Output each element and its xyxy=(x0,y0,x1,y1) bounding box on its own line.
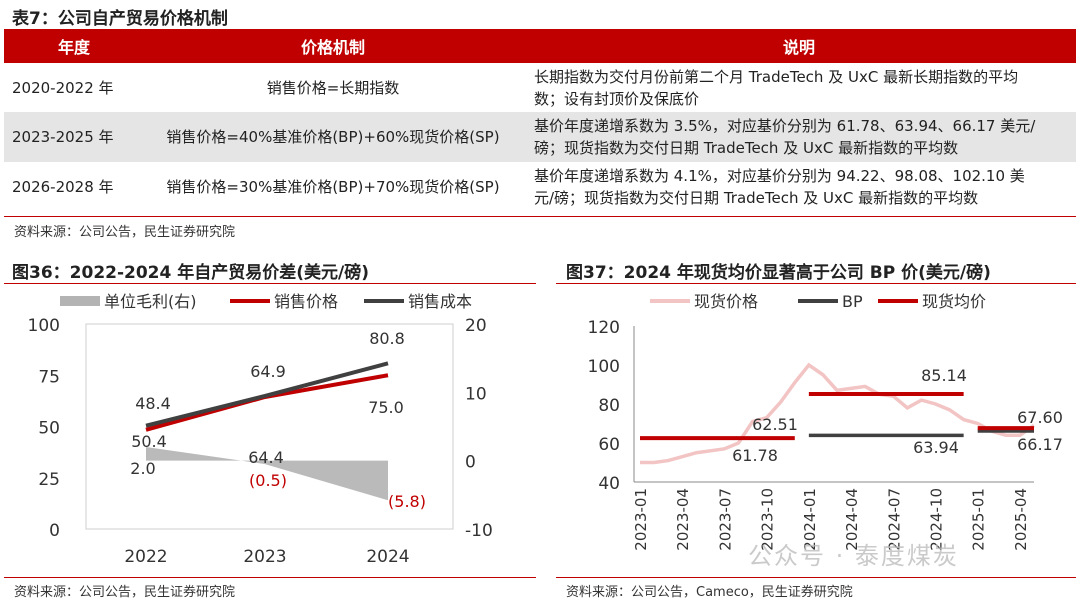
margin-label: (5.8) xyxy=(388,492,426,511)
header-year: 年度 xyxy=(4,29,144,63)
table-title: 表7：公司自产贸易价格机制 xyxy=(12,9,228,29)
fig37-marks: 40 60 80 100 120 2023-01 2023-04 2023-07 2023-10… xyxy=(588,318,1063,551)
header-mechanism: 价格机制 xyxy=(144,29,522,63)
fig37-chart: 现货价格 BP 现货均价 40 60 80 100 120 2023-01 2023-04 2… xyxy=(588,292,1063,551)
x-tick-label: 2024-01 xyxy=(801,488,819,551)
cell-year: 2023-2025 年 xyxy=(4,112,144,162)
fig37-bottom-rule xyxy=(556,577,1076,578)
cell-year: 2020-2022 年 xyxy=(4,63,144,112)
x-tick-label: 2023-01 xyxy=(632,488,650,551)
cost-label: 80.8 xyxy=(369,329,405,348)
price-label: 75.0 xyxy=(368,398,404,417)
spot-price-line xyxy=(640,362,1035,465)
cell-mechanism: 销售价格=40%基准价格(BP)+60%现货价格(SP) xyxy=(144,112,522,162)
fig37-source: 资料来源：公司公告，Cameco，民生证券研究院 xyxy=(566,585,853,600)
cell-mechanism: 销售价格=30%基准价格(BP)+70%现货价格(SP) xyxy=(144,162,522,212)
y-tick-label: 75 xyxy=(38,367,60,387)
x-tick-label: 2023-07 xyxy=(716,488,734,551)
fig36-bottom-rule xyxy=(4,577,536,578)
x-tick-label: 2024-04 xyxy=(843,488,861,551)
cost-label: 50.4 xyxy=(131,432,167,451)
watermark: 公众号 · 泰度煤炭 xyxy=(748,542,959,570)
legend-label-price: 销售价格 xyxy=(274,292,338,311)
cell-mechanism: 销售价格=长期指数 xyxy=(144,63,522,112)
y-tick-label: 0 xyxy=(49,521,60,541)
x-tick-label: 2023-10 xyxy=(759,488,777,551)
fig36-legend: 单位毛利(右) 销售价格 销售成本 xyxy=(60,292,472,311)
y-tick-label: 100 xyxy=(28,316,60,336)
price-mechanism-table: 年度 价格机制 说明 2020-2022 年 销售价格=长期指数 长期指数为交付… xyxy=(4,29,1076,212)
margin-area xyxy=(146,447,388,501)
x-tick-label: 2024-10 xyxy=(928,488,946,551)
x-tick-label: 2025-01 xyxy=(970,488,988,551)
table-bottom-rule xyxy=(4,216,1076,217)
table-row: 2020-2022 年 销售价格=长期指数 长期指数为交付月份前第二个月 Tra… xyxy=(4,63,1076,112)
bp-label: 66.17 xyxy=(1017,435,1063,454)
cell-desc: 基价年度递增系数为 3.5%，对应基价分别为 61.78、63.94、66.17… xyxy=(522,112,1076,162)
y-tick-label: 100 xyxy=(588,357,620,377)
cell-desc-line: 基价年度递增系数为 3.5%，对应基价分别为 61.78、63.94、66.17… xyxy=(534,117,1036,135)
x-tick-label: 2024 xyxy=(366,547,409,567)
legend-label-cost: 销售成本 xyxy=(408,292,472,311)
fig37-title-rule xyxy=(556,283,1076,284)
price-label: 48.4 xyxy=(135,394,171,413)
y-tick-label: 25 xyxy=(38,470,60,490)
cell-desc-line: 基价年度递增系数为 4.1%，对应基价分别为 94.22、98.08、102.1… xyxy=(534,167,1025,185)
price-label: 64.4 xyxy=(248,448,284,467)
cell-desc-line: 数；设有封顶价及保底价 xyxy=(534,89,700,108)
legend-label-avg: 现货均价 xyxy=(922,292,986,311)
cost-label: 64.9 xyxy=(250,362,286,381)
y2-tick-label: -10 xyxy=(465,521,493,541)
y-tick-label: 120 xyxy=(588,318,620,338)
x-tick-label: 2023-04 xyxy=(674,488,692,551)
cell-desc: 长期指数为交付月份前第二个月 TradeTech 及 UxC 最新长期指数的平均… xyxy=(522,63,1076,112)
fig36-source: 资料来源：公司公告，民生证券研究院 xyxy=(14,585,236,600)
table-source: 资料来源：公司公告，民生证券研究院 xyxy=(14,225,236,240)
fig36-marks: 0 25 50 75 100 -10 0 10 20 2022 2023 2024 48.4 64.4 75… xyxy=(28,316,493,567)
fig36-plot-frame xyxy=(85,323,454,530)
cell-desc-line: 元/磅；现货指数为交付日期 TradeTech 及 UxC 最新指数的平均数 xyxy=(534,189,979,207)
cell-desc-line: 长期指数为交付月份前第二个月 TradeTech 及 UxC 最新长期指数的平均 xyxy=(534,67,1019,86)
cost-line xyxy=(145,361,389,428)
table-header-row: 年度 价格机制 说明 xyxy=(4,29,1076,63)
cell-desc: 基价年度递增系数为 4.1%，对应基价分别为 94.22、98.08、102.1… xyxy=(522,162,1076,212)
y-tick-label: 50 xyxy=(38,419,60,439)
x-tick-label: 2025-04 xyxy=(1012,488,1030,551)
avg-label: 62.51 xyxy=(752,415,798,434)
margin-label: 2.0 xyxy=(130,459,155,478)
y2-tick-label: 20 xyxy=(465,316,487,336)
bp-label: 63.94 xyxy=(913,438,959,457)
y2-tick-label: 0 xyxy=(465,453,476,473)
table-row: 2026-2028 年 销售价格=30%基准价格(BP)+70%现货价格(SP)… xyxy=(4,162,1076,212)
y-tick-label: 80 xyxy=(598,396,620,416)
legend-swatch-margin xyxy=(60,296,100,306)
fig36-chart: 单位毛利(右) 销售价格 销售成本 0 25 50 75 100 -10 0 10 20 2022… xyxy=(28,292,493,567)
x-tick-label: 2023 xyxy=(243,547,286,567)
price-line xyxy=(145,373,389,432)
fig36-title-rule xyxy=(4,283,536,284)
legend-label-spot: 现货价格 xyxy=(694,292,758,311)
header-desc: 说明 xyxy=(522,29,1076,63)
y2-tick-label: 10 xyxy=(465,384,487,404)
x-tick-label: 2022 xyxy=(124,547,167,567)
legend-label-bp: BP xyxy=(842,292,863,311)
fig36-title: 图36：2022-2024 年自产贸易价差(美元/磅) xyxy=(12,263,370,283)
avg-label: 85.14 xyxy=(921,366,967,385)
y-tick-label: 40 xyxy=(598,474,620,494)
bp-label: 61.78 xyxy=(732,446,778,465)
avg-label: 67.60 xyxy=(1017,408,1063,427)
fig37-legend: 现货价格 BP 现货均价 xyxy=(650,292,986,311)
margin-label: (0.5) xyxy=(249,471,287,490)
table-row: 2023-2025 年 销售价格=40%基准价格(BP)+60%现货价格(SP)… xyxy=(4,112,1076,162)
fig37-title: 图37：2024 年现货均价显著高于公司 BP 价(美元/磅) xyxy=(566,263,991,283)
x-tick-label: 2024-07 xyxy=(885,488,903,551)
y-tick-label: 60 xyxy=(598,435,620,455)
cell-desc-line: 磅；现货指数为交付日期 TradeTech 及 UxC 最新指数的平均数 xyxy=(534,139,959,157)
legend-label-margin: 单位毛利(右) xyxy=(104,292,197,311)
cell-year: 2026-2028 年 xyxy=(4,162,144,212)
